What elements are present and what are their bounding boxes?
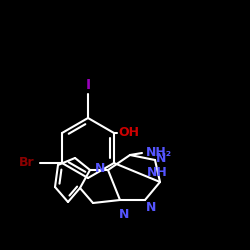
Text: Br: Br	[18, 156, 34, 170]
Text: NH₂: NH₂	[146, 146, 172, 158]
Text: I: I	[86, 78, 90, 92]
Text: N: N	[156, 152, 166, 166]
Text: N: N	[94, 162, 105, 175]
Text: N: N	[146, 201, 156, 214]
Text: OH: OH	[118, 126, 139, 140]
Text: N: N	[119, 208, 129, 221]
Text: NH: NH	[147, 166, 168, 179]
